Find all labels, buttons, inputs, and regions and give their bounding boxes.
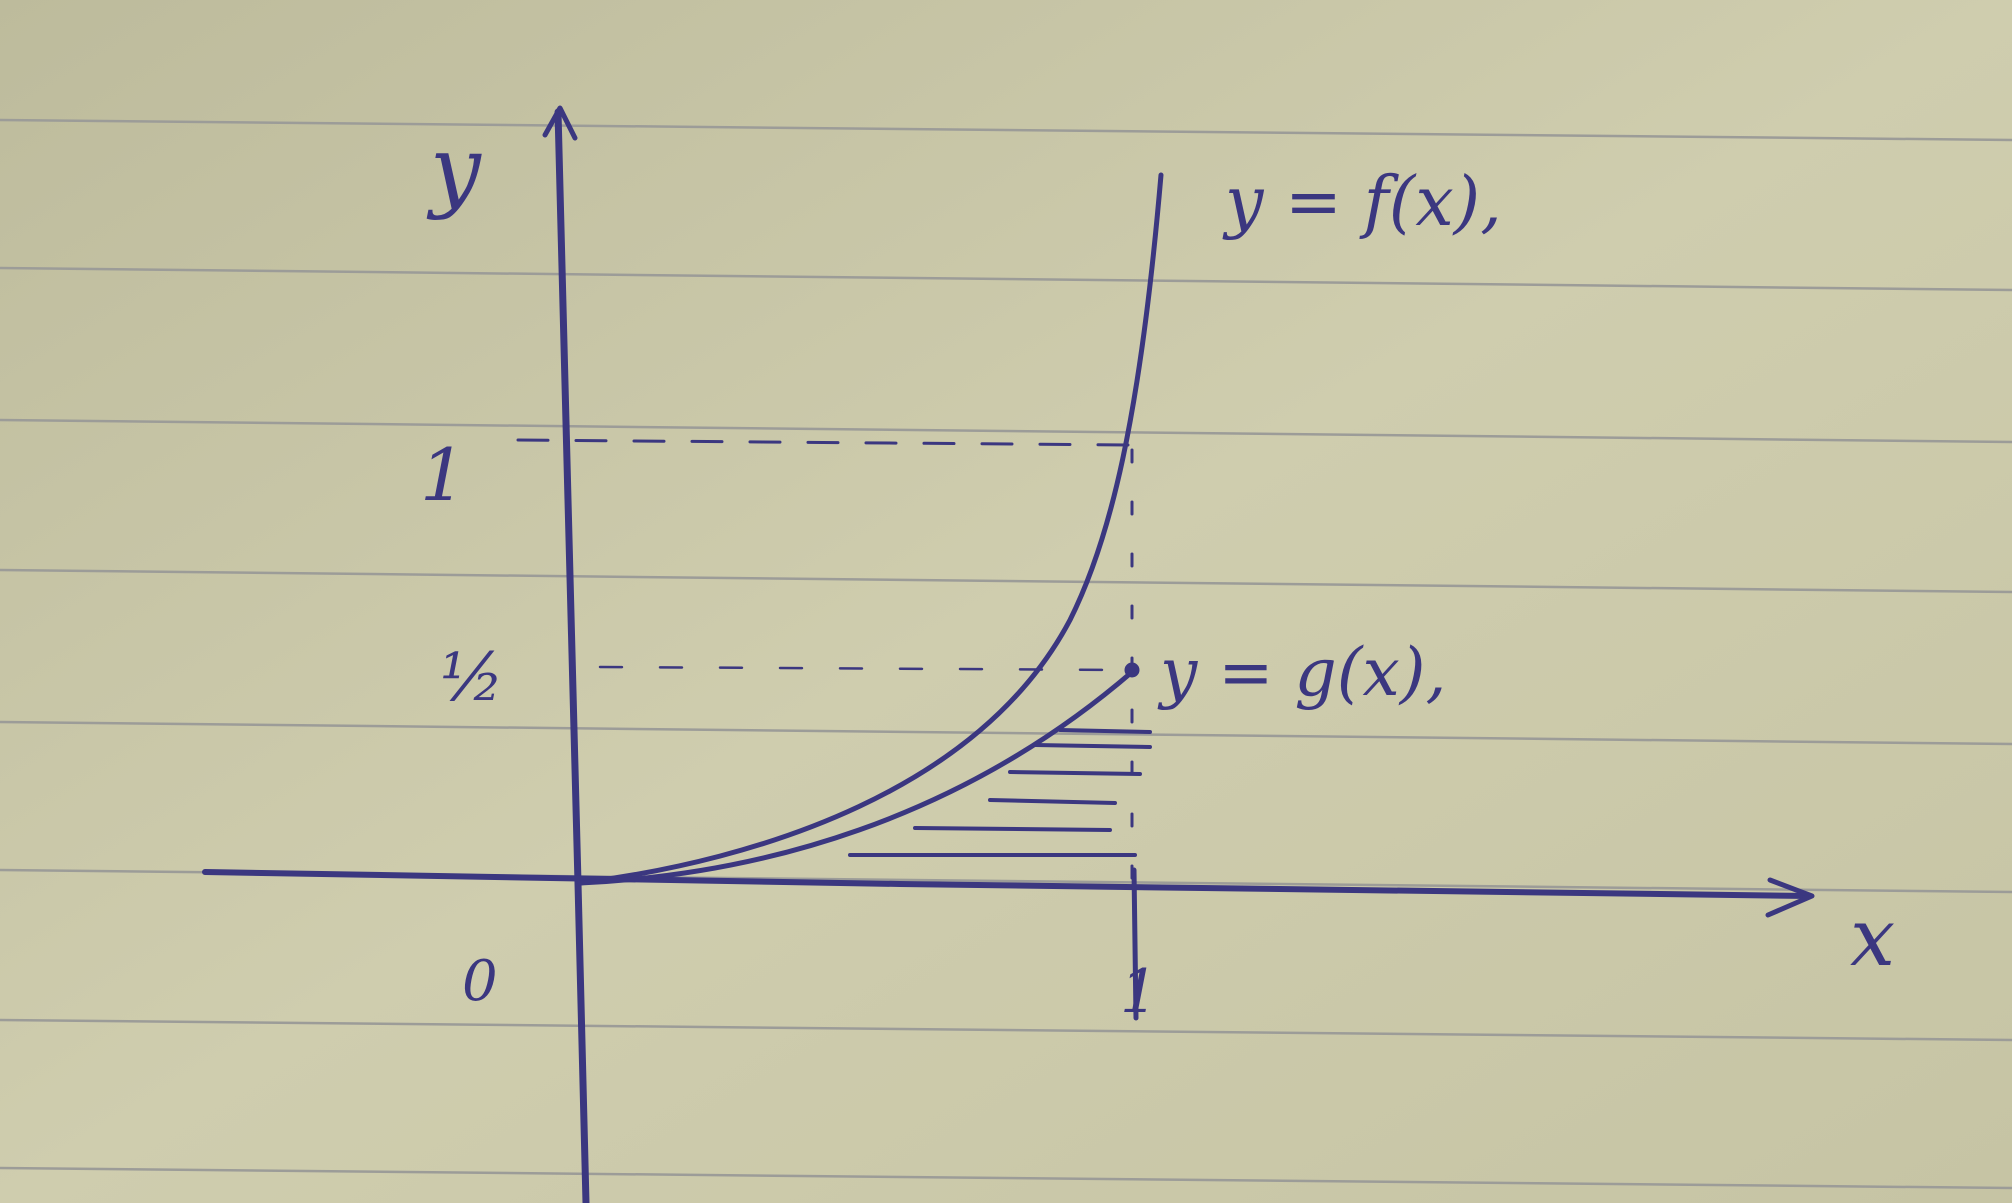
y-axis [554,108,590,1203]
y-tick-label-half: ½ [440,639,504,716]
curve-g-label: y = g(x), [1157,634,1447,711]
hatch-line [1008,770,1142,776]
point-g-at-one [1124,662,1140,678]
x-axis [202,869,1813,899]
ruled-line [0,720,2012,746]
hatch-line [1058,728,1152,734]
ruled-line [0,118,2012,142]
ruled-lines [0,118,2012,1190]
curve-f-label: y = f(x), [1222,163,1502,242]
shaded-region-hatching [848,728,1152,857]
x-axis-label: x [1850,891,1895,984]
ruled-line [0,1166,2012,1190]
ruled-line [0,568,2012,594]
y-tick-label-one: 1 [420,433,466,517]
x-axis-arrow-icon [1765,877,1815,918]
y-one-dashed-line [516,438,1134,447]
ruled-line [0,266,2012,292]
hatch-line [988,798,1117,805]
y-axis-label: y [426,117,482,222]
ruled-line [0,418,2012,444]
hatch-line [913,826,1112,832]
curve-f [577,172,1164,886]
hatch-line [1033,743,1152,749]
x-tick-label-one: 1 [1120,957,1158,1027]
origin-label: 0 [462,949,498,1014]
y-axis-arrow-icon [542,105,578,141]
ruled-line [0,1018,2012,1042]
curve-g [577,669,1135,886]
x-one-tick [1131,867,1139,1021]
